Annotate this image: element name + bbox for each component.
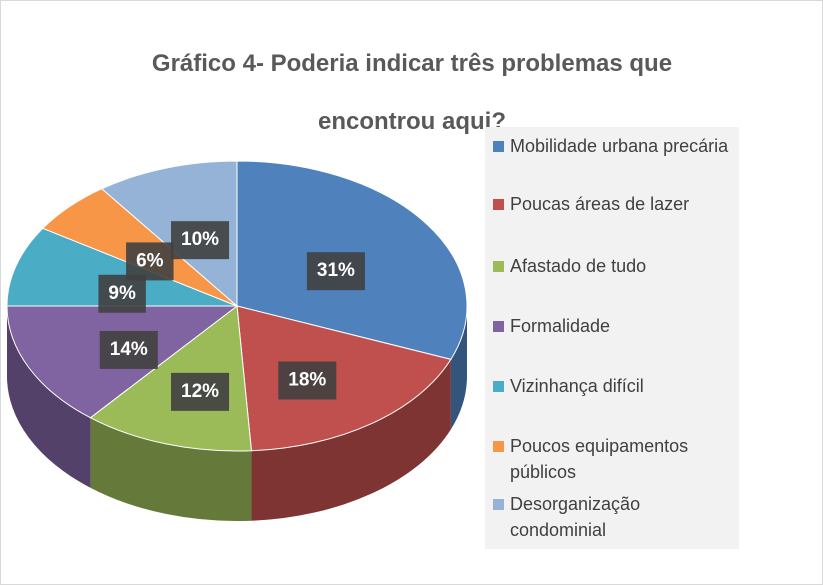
slice-side <box>251 359 451 521</box>
slice <box>100 160 238 308</box>
slice-side-shade <box>7 306 91 488</box>
data-label-box <box>171 372 230 411</box>
legend: Mobilidade urbana precária Poucas áreas d… <box>485 127 739 549</box>
data-label: 9% <box>108 283 136 304</box>
slice <box>236 305 452 452</box>
legend-label: Formalidade <box>510 316 611 336</box>
legend-item: Poucas áreas de lazer <box>493 191 733 217</box>
legend-label: Desorganização condominial <box>510 494 641 540</box>
data-label: 6% <box>136 250 164 271</box>
slice-side-shade <box>251 359 451 521</box>
data-label-box <box>126 242 174 281</box>
data-label-box <box>278 361 337 400</box>
legend-item: Desorganização condominial <box>493 491 733 543</box>
data-label: 31% <box>317 260 355 281</box>
legend-item: Formalidade <box>493 313 733 339</box>
legend-label: Vizinhança difícil <box>510 376 644 396</box>
data-label: 12% <box>181 381 219 402</box>
data-label-box <box>99 330 158 369</box>
legend-item: Poucos equipamentos públicos <box>493 433 733 485</box>
legend-swatch <box>493 321 504 332</box>
data-label-box <box>171 221 230 260</box>
slice <box>6 227 238 307</box>
legend-label: Mobilidade urbana precária <box>510 136 729 156</box>
slice-side <box>450 306 467 430</box>
chart-title: Gráfico 4- Poderia indicar três problema… <box>151 50 673 135</box>
data-label-box <box>306 252 365 291</box>
data-label-box <box>98 274 146 313</box>
slice-side-shade <box>450 306 467 430</box>
slice-side <box>7 306 91 488</box>
legend-label: Afastado de tudo <box>510 256 647 276</box>
slice-side-shade <box>90 417 252 521</box>
legend-swatch <box>493 381 504 392</box>
legend-swatch <box>493 199 504 210</box>
slice-side <box>90 417 252 521</box>
data-label: 18% <box>288 370 326 391</box>
data-label: 10% <box>181 229 219 250</box>
legend-item: Afastado de tudo <box>493 253 733 279</box>
legend-label: Poucas áreas de lazer <box>510 194 690 214</box>
legend-swatch <box>493 261 504 272</box>
legend-item: Mobilidade urbana precária <box>493 133 733 159</box>
data-label: 14% <box>110 339 148 360</box>
slice <box>89 305 252 452</box>
legend-swatch <box>493 441 504 452</box>
legend-label: Poucos equipamentos públicos <box>510 436 689 482</box>
legend-item: Vizinhança difícil <box>493 373 733 399</box>
legend-swatch <box>493 499 504 510</box>
legend-swatch <box>493 141 504 152</box>
